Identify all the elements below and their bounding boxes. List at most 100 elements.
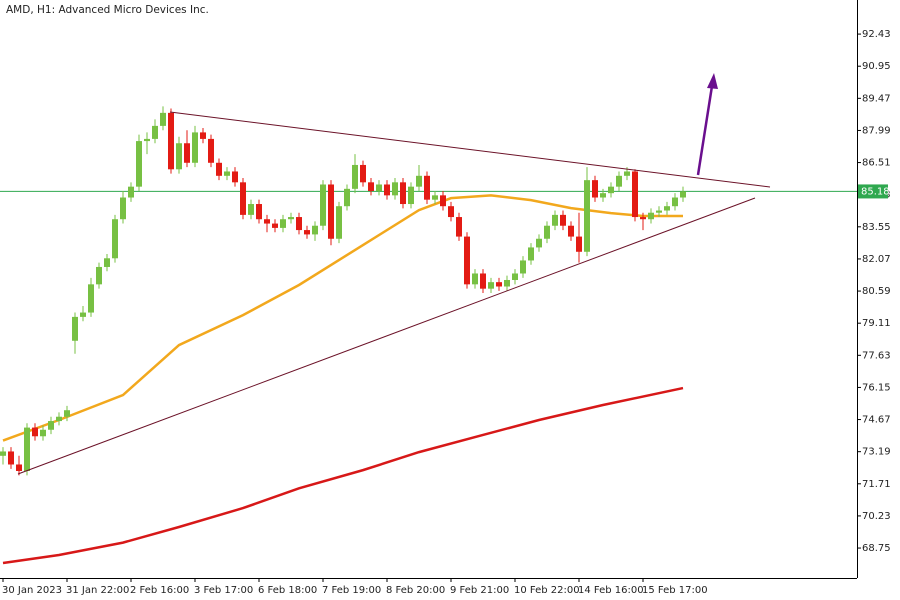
candle-body [184, 143, 190, 163]
candle-body [360, 164, 366, 183]
candle-body [248, 204, 254, 215]
y-tick-label: 89.47 [862, 93, 891, 104]
x-tick-label: 15 Feb 17:00 [642, 585, 708, 596]
candle-body [56, 416, 62, 422]
candle-body [32, 427, 38, 437]
y-tick-label: 82.07 [862, 254, 891, 265]
candle-body [48, 421, 54, 430]
candle-body [592, 180, 598, 198]
x-tick-label: 30 Jan 2023 [2, 585, 62, 596]
candle-body [648, 212, 654, 220]
plot [0, 106, 857, 565]
y-tick-label: 73.19 [862, 447, 891, 458]
candle-body [560, 214, 566, 226]
candle-body [200, 132, 206, 139]
candle-body [352, 164, 358, 189]
candle-body [64, 410, 70, 417]
candle-body [96, 266, 102, 285]
y-tick-label: 83.55 [862, 222, 891, 233]
x-tick-label: 8 Feb 20:00 [386, 585, 445, 596]
candle-body [584, 180, 590, 252]
candle-body [672, 197, 678, 207]
candle-body [640, 217, 646, 220]
y-tick-label: 86.51 [862, 158, 891, 169]
candle-body [632, 171, 638, 218]
candle-body [464, 236, 470, 285]
annotations [17, 73, 771, 475]
candle-body [368, 182, 374, 192]
y-tick-label: 80.59 [862, 286, 891, 297]
candle-body [168, 112, 174, 170]
x-tick-label: 3 Feb 17:00 [194, 585, 253, 596]
y-tick-label: 68.75 [862, 543, 891, 554]
candle-body [680, 191, 686, 198]
candle-body [376, 184, 382, 192]
candle-body [312, 225, 318, 235]
moving-average [2, 194, 683, 442]
candle-body [456, 217, 462, 237]
x-tick-label: 7 Feb 19:00 [322, 585, 381, 596]
candle-body [272, 223, 278, 228]
candle-body [512, 273, 518, 280]
y-tick-label: 79.11 [862, 318, 891, 329]
price-tag-label: 85.18 [861, 186, 890, 197]
candle-body [624, 171, 630, 176]
candle-body [664, 206, 670, 211]
trend-line [169, 111, 771, 188]
candle-body [392, 182, 398, 196]
x-tick-label: 31 Jan 22:00 [66, 585, 129, 596]
candle-body [296, 217, 302, 231]
candle-body [72, 316, 78, 341]
candle-body [120, 197, 126, 220]
candle-body [480, 273, 486, 289]
candle-body [192, 132, 198, 163]
candle-body [80, 312, 86, 317]
candle-body [488, 282, 494, 289]
candle-body [232, 171, 238, 183]
y-tick-label: 90.95 [862, 61, 891, 72]
candle-body [336, 206, 342, 239]
candle-body [384, 184, 390, 196]
candle-body [104, 258, 110, 267]
candle-body [208, 138, 214, 163]
candle-body [224, 171, 230, 176]
candle-body [16, 464, 22, 471]
candle-body [320, 184, 326, 226]
y-tick-label: 77.63 [862, 350, 891, 361]
candle-body [344, 188, 350, 207]
candle-body [24, 427, 30, 471]
candle-body [136, 141, 142, 187]
candle-body [112, 219, 118, 259]
candle-body [0, 451, 6, 456]
moving-average [2, 386, 684, 565]
candle-body [256, 204, 262, 220]
candle-body [280, 219, 286, 228]
candle-body [216, 162, 222, 176]
candle-body [424, 175, 430, 200]
x-tick-label: 10 Feb 22:00 [514, 585, 580, 596]
x-tick-label: 9 Feb 21:00 [450, 585, 509, 596]
candle-body [176, 143, 182, 170]
candle-body [128, 186, 134, 198]
x-tick-label: 2 Feb 16:00 [130, 585, 189, 596]
candle-body [264, 219, 270, 224]
candle-body [520, 260, 526, 274]
candle-body [88, 284, 94, 313]
candle-body [448, 206, 454, 218]
y-tick-label: 71.71 [862, 479, 891, 490]
candle-body [472, 273, 478, 285]
candle-body [576, 236, 582, 252]
candle-body [600, 193, 606, 198]
arrow-head [707, 73, 718, 89]
candle-body [408, 186, 414, 205]
candle-body [144, 138, 150, 142]
candle-body [568, 225, 574, 237]
candle-body [400, 182, 406, 205]
candle-body [608, 186, 614, 194]
arrow [696, 85, 714, 176]
y-tick-label: 74.67 [862, 415, 891, 426]
candle-body [152, 125, 158, 139]
